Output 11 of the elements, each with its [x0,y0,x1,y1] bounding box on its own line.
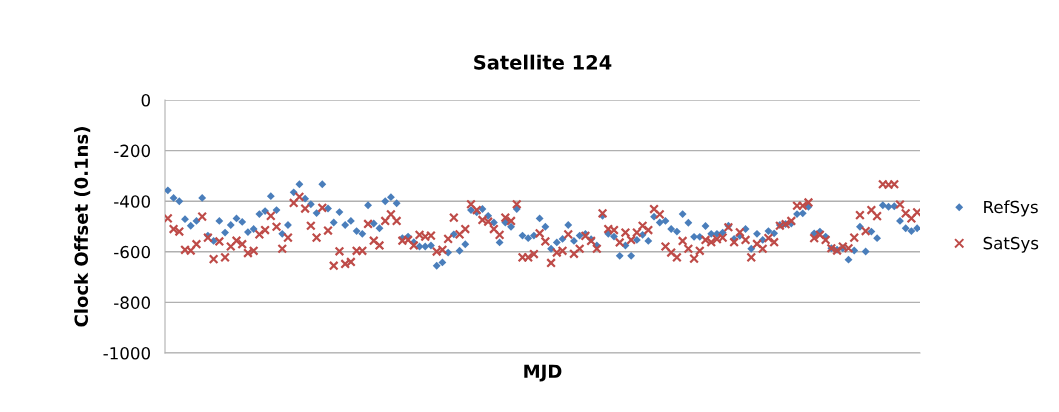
y-tick-label: -1000 [103,346,150,360]
y-tick-label: -400 [114,195,150,208]
y-tick-label: -800 [114,296,150,309]
y-tick-label: -600 [114,245,150,259]
y-axis-title: Clock Offset (0.1ns) [74,127,91,327]
x-axis-title: MJD [524,364,562,382]
legend-label: RefSys [984,200,1038,217]
chart-title: Satellite 124 [474,54,612,70]
legend-label: SatSys [983,236,1039,253]
y-tick-label: -200 [114,144,150,158]
y-tick-label: 0 [141,93,150,107]
